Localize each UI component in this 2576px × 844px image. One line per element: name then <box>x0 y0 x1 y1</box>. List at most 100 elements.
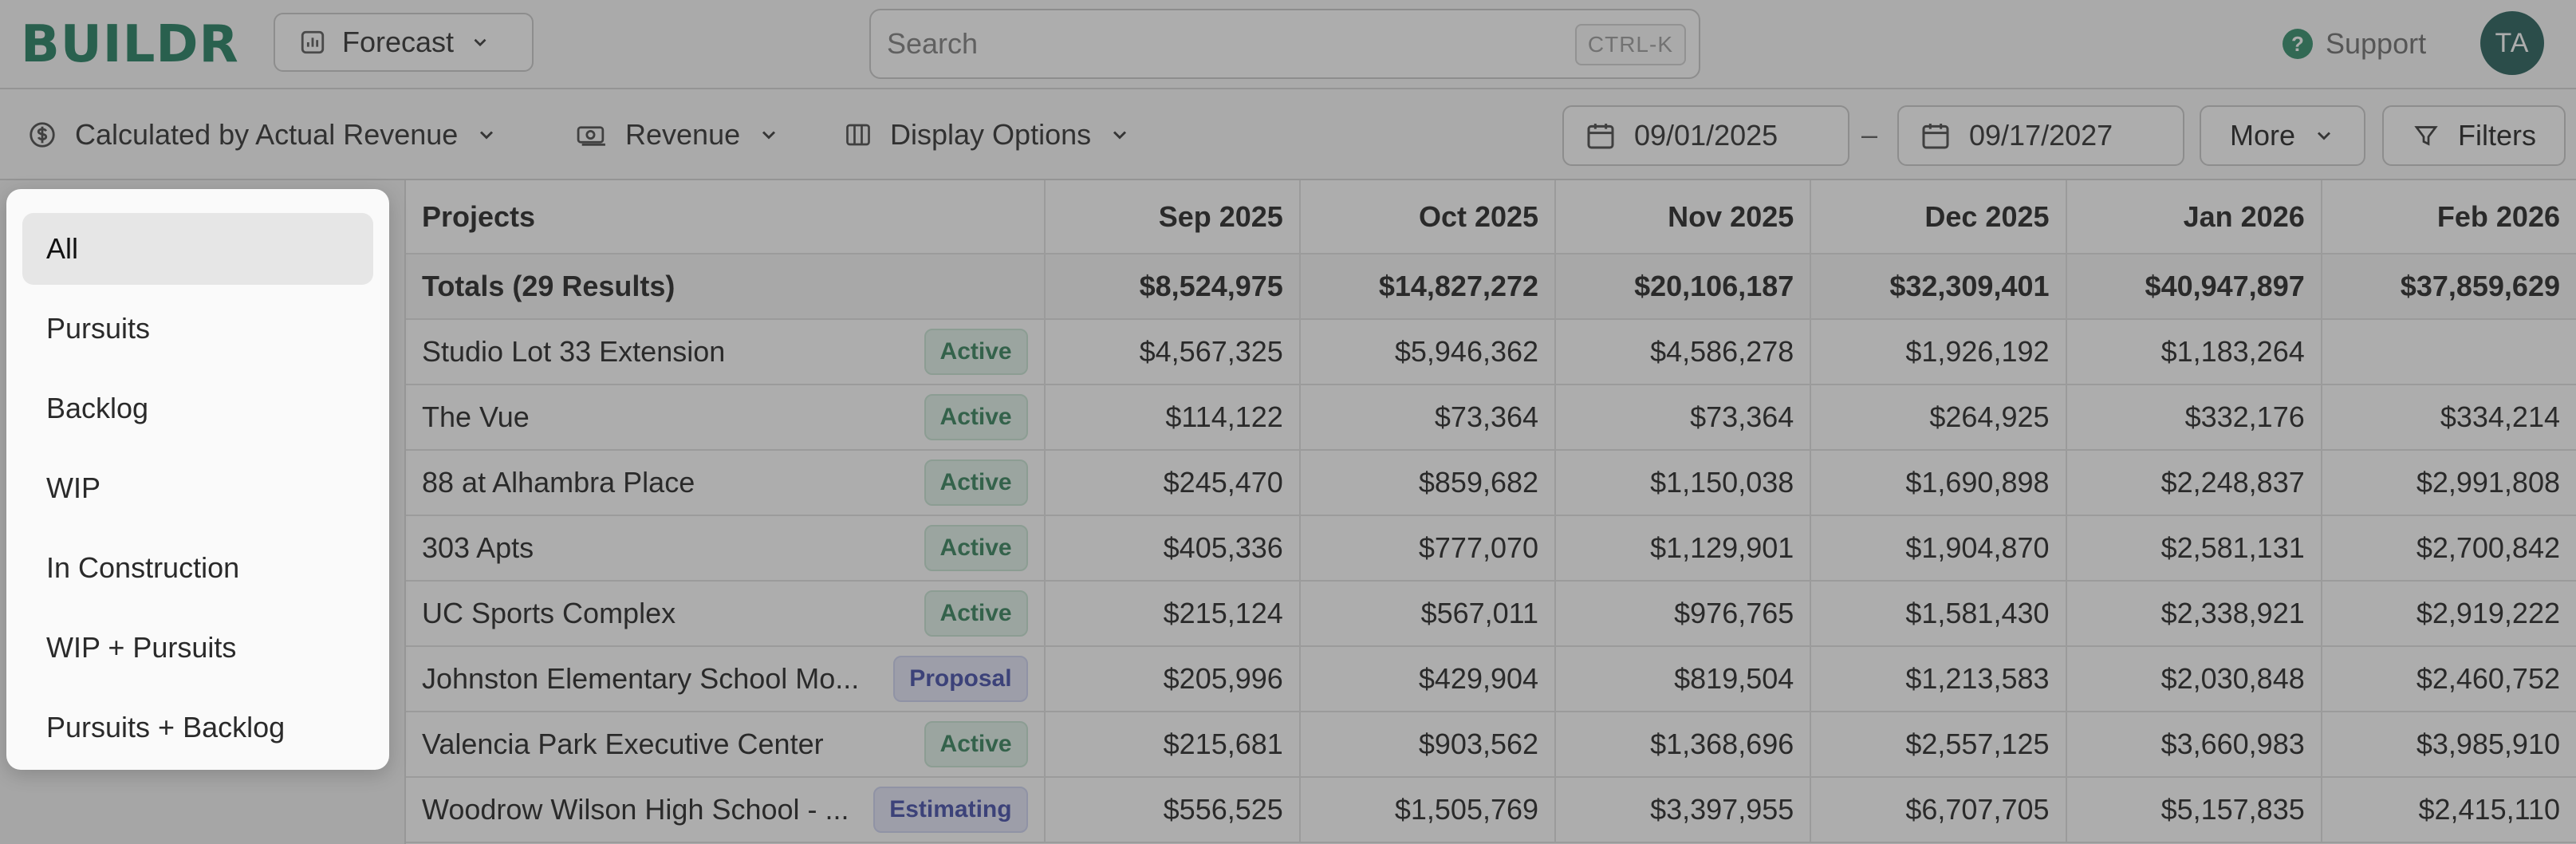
revenue-cell: $903,562 <box>1299 712 1557 778</box>
project-cell[interactable]: 303 Apts Active <box>406 515 1046 582</box>
support-label: Support <box>2326 27 2427 60</box>
revenue-cell: $556,525 <box>1044 777 1301 843</box>
calculation-mode-dropdown[interactable]: Calculated by Actual Revenue <box>27 112 498 158</box>
project-cell[interactable]: The Vue Active <box>406 385 1046 451</box>
revenue-cell: $334,214 <box>2321 385 2576 451</box>
revenue-cell: $5,157,835 <box>2066 777 2322 843</box>
revenue-cell: $2,460,752 <box>2321 646 2576 712</box>
money-bill-icon <box>577 126 605 146</box>
totals-row: Totals (29 Results) $8,524,975 $14,827,2… <box>406 254 2576 320</box>
project-cell-content: 303 Apts Active <box>422 525 1028 571</box>
revenue-cell: $1,581,430 <box>1810 581 2067 647</box>
table-row[interactable]: Woodrow Wilson High School - ... Estimati… <box>406 777 2576 843</box>
funnel-icon <box>2414 126 2438 146</box>
user-avatar[interactable]: TA <box>2480 11 2544 75</box>
menu-item[interactable]: WIP + Pursuits <box>46 631 237 664</box>
search-placeholder: Search <box>887 27 979 60</box>
project-cell-content: The Vue Active <box>422 394 1028 440</box>
revenue-cell: $205,996 <box>1044 646 1301 712</box>
start-date-picker[interactable]: 09/01/2025 <box>1562 105 1849 166</box>
view-switcher-button[interactable]: Forecast <box>274 13 534 72</box>
logo[interactable]: BUILDR <box>21 15 239 74</box>
menu-item[interactable]: Backlog <box>46 392 149 424</box>
revenue-cell: $976,765 <box>1555 581 1812 647</box>
table-row[interactable]: 88 at Alhambra Place Active $245,470 $859,6… <box>406 450 2576 516</box>
table-row[interactable]: UC Sports Complex Active $215,124 $567,011 $… <box>406 581 2576 647</box>
totals-label: Totals (29 Results) <box>406 254 1046 320</box>
dollar-circle-icon <box>30 122 55 148</box>
revenue-cell: $1,904,870 <box>1810 515 2067 582</box>
menu-item[interactable]: Pursuits <box>46 312 151 345</box>
revenue-cell: $4,567,325 <box>1044 319 1301 385</box>
column-header-month[interactable]: Dec 2025 <box>1810 180 2067 254</box>
revenue-cell: $2,557,125 <box>1810 712 2067 778</box>
bar-chart-icon <box>301 30 325 54</box>
status-badge: Active <box>924 525 1028 571</box>
display-options-label: Display Options <box>890 118 1092 151</box>
column-header-month[interactable]: Oct 2025 <box>1299 180 1557 254</box>
display-options-dropdown[interactable]: Display Options <box>844 112 1131 158</box>
revenue-cell: $2,700,842 <box>2321 515 2576 582</box>
metric-label: Revenue <box>625 118 741 151</box>
column-header-month[interactable]: Feb 2026 <box>2321 180 2576 254</box>
more-dropdown-button[interactable]: More <box>2200 105 2365 166</box>
revenue-cell: $5,946,362 <box>1299 319 1557 385</box>
project-cell[interactable]: 88 at Alhambra Place Active <box>406 450 1046 516</box>
revenue-cell: $567,011 <box>1299 581 1557 647</box>
column-header-month[interactable]: Jan 2026 <box>2066 180 2322 254</box>
menu-item[interactable]: In Construction <box>46 551 240 584</box>
column-header-projects[interactable]: Projects <box>406 180 1046 254</box>
project-cell[interactable]: Valencia Park Executive Center Active <box>406 712 1046 778</box>
totals-cell: $8,524,975 <box>1044 254 1301 320</box>
revenue-cell: $1,129,901 <box>1555 515 1812 582</box>
status-badge: Active <box>924 329 1028 375</box>
revenue-cell: $1,690,898 <box>1810 450 2067 516</box>
chevron-down-icon <box>480 131 494 140</box>
revenue-cell: $429,904 <box>1299 646 1557 712</box>
menu-item[interactable]: Pursuits + Backlog <box>46 711 286 743</box>
help-circle-icon: ? <box>2283 29 2313 59</box>
revenue-cell: $264,925 <box>1810 385 2067 451</box>
project-cell-content: Woodrow Wilson High School - ... Estimati… <box>422 787 1028 833</box>
support-link[interactable]: ? Support <box>2283 24 2426 64</box>
metric-dropdown[interactable]: Revenue <box>576 112 780 158</box>
end-date-picker[interactable]: 09/17/2027 <box>1897 105 2184 166</box>
totals-cell: $14,827,272 <box>1299 254 1557 320</box>
project-cell[interactable]: UC Sports Complex Active <box>406 581 1046 647</box>
revenue-cell: $215,124 <box>1044 581 1301 647</box>
menu-item[interactable]: WIP <box>46 471 100 504</box>
toolbar: Calculated by Actual Revenue Revenue Dis… <box>0 89 2576 180</box>
search-input[interactable]: Search CTRL-K <box>869 9 1700 79</box>
table-row[interactable]: Valencia Park Executive Center Active $215… <box>406 712 2576 778</box>
project-cell-content: 88 at Alhambra Place Active <box>422 459 1028 506</box>
column-header-month[interactable]: Sep 2025 <box>1044 180 1301 254</box>
view-switcher-label: Forecast <box>342 26 455 58</box>
filters-label: Filters <box>2458 119 2536 152</box>
status-badge: Estimating <box>873 787 1028 833</box>
end-date-value: 09/17/2027 <box>1969 119 2113 152</box>
project-cell-content: UC Sports Complex Active <box>422 590 1028 637</box>
revenue-cell: $1,213,583 <box>1810 646 2067 712</box>
revenue-cell: $1,150,038 <box>1555 450 1812 516</box>
revenue-cell: $2,248,837 <box>2066 450 2322 516</box>
column-header-month[interactable]: Nov 2025 <box>1555 180 1812 254</box>
project-cell-content: Studio Lot 33 Extension Active <box>422 329 1028 375</box>
table-row[interactable]: Johnston Elementary School Mo... Proposal… <box>406 646 2576 712</box>
project-cell[interactable]: Woodrow Wilson High School - ... Estimati… <box>406 777 1046 843</box>
status-badge: Active <box>924 590 1028 637</box>
table-row[interactable]: The Vue Active $114,122 $73,364 $73,364 $264,… <box>406 385 2576 451</box>
menu-item[interactable]: All <box>22 213 373 285</box>
table-row[interactable]: Studio Lot 33 Extension Active $4,567,325 $… <box>406 319 2576 385</box>
filters-button[interactable]: Filters <box>2382 105 2566 166</box>
project-cell[interactable]: Johnston Elementary School Mo... Proposal <box>406 646 1046 712</box>
calendar-icon <box>1587 124 1614 149</box>
revenue-cell: $2,030,848 <box>2066 646 2322 712</box>
totals-cell: $40,947,897 <box>2066 254 2322 320</box>
project-cell[interactable]: Studio Lot 33 Extension Active <box>406 319 1046 385</box>
table-row[interactable]: 303 Apts Active $405,336 $777,070 $1,129,901… <box>406 515 2576 582</box>
search-shortcut-hint: CTRL-K <box>1574 24 1686 65</box>
totals-cell: $37,859,629 <box>2321 254 2576 320</box>
revenue-cell: $73,364 <box>1555 385 1812 451</box>
